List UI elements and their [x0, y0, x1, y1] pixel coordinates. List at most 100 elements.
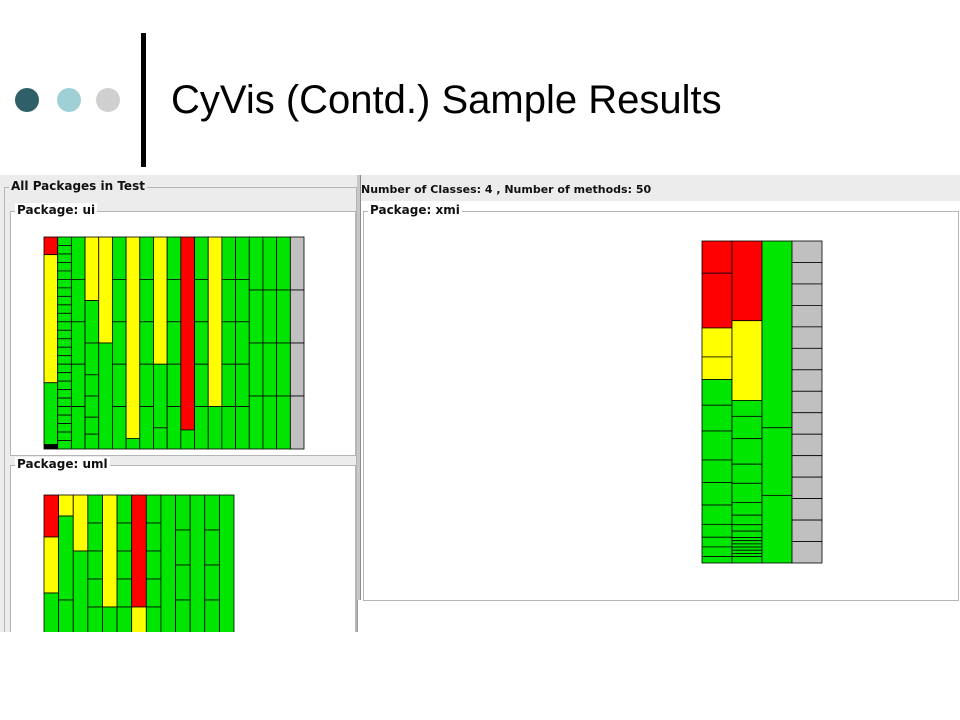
xmi-method-cell[interactable] [791, 455, 823, 478]
xmi-method-cell[interactable] [791, 498, 823, 521]
ui-method-cell[interactable] [248, 289, 264, 344]
xmi-method-cell[interactable] [731, 320, 763, 401]
ui-method-cell[interactable] [289, 395, 305, 450]
ui-method-cell[interactable] [57, 423, 72, 433]
ui-method-cell[interactable] [262, 289, 278, 344]
xmi-method-cell[interactable] [731, 240, 763, 322]
ui-method-cell[interactable] [207, 406, 223, 450]
ui-method-cell[interactable] [235, 321, 250, 365]
xmi-method-cell[interactable] [731, 514, 763, 526]
uml-method-cell[interactable] [145, 550, 162, 580]
ui-method-cell[interactable] [112, 236, 127, 280]
xmi-method-cell[interactable] [701, 379, 733, 406]
xmi-method-cell[interactable] [731, 482, 763, 503]
ui-method-cell[interactable] [57, 440, 72, 450]
xmi-method-cell[interactable] [701, 523, 733, 538]
ui-method-cell[interactable] [276, 289, 291, 344]
ui-method-cell[interactable] [57, 321, 72, 331]
ui-method-cell[interactable] [139, 321, 154, 365]
xmi-method-cell[interactable] [701, 504, 733, 525]
uml-method-cell[interactable] [87, 522, 103, 552]
ui-method-cell[interactable] [84, 416, 100, 435]
ui-method-cell[interactable] [221, 236, 236, 280]
ui-method-cell[interactable] [180, 429, 195, 450]
ui-method-cell[interactable] [57, 236, 72, 246]
xmi-method-cell[interactable] [731, 546, 763, 551]
ui-method-cell[interactable] [57, 372, 72, 382]
treemap-uml[interactable] [43, 494, 235, 632]
uml-method-cell[interactable] [204, 599, 220, 632]
ui-method-cell[interactable] [139, 279, 154, 323]
ui-method-cell[interactable] [112, 279, 127, 323]
xmi-method-cell[interactable] [731, 553, 763, 558]
uml-method-cell[interactable] [175, 599, 191, 632]
ui-method-cell[interactable] [235, 363, 250, 407]
ui-method-cell[interactable] [153, 236, 168, 365]
ui-method-cell[interactable] [84, 236, 100, 301]
ui-method-cell[interactable] [43, 236, 59, 256]
xmi-method-cell[interactable] [791, 326, 823, 349]
ui-method-cell[interactable] [57, 397, 72, 407]
treemap-ui[interactable] [43, 236, 305, 450]
xmi-method-cell[interactable] [701, 430, 733, 461]
ui-method-cell[interactable] [235, 279, 250, 323]
xmi-method-cell[interactable] [791, 476, 823, 500]
ui-method-cell[interactable] [70, 279, 86, 323]
ui-method-cell[interactable] [262, 342, 278, 397]
ui-method-cell[interactable] [153, 427, 168, 450]
uml-method-cell[interactable] [175, 529, 191, 566]
ui-method-cell[interactable] [57, 431, 72, 441]
uml-method-cell[interactable] [116, 494, 133, 524]
ui-method-cell[interactable] [84, 342, 100, 376]
xmi-method-cell[interactable] [791, 283, 823, 306]
ui-method-cell[interactable] [248, 342, 264, 397]
ui-method-cell[interactable] [221, 321, 236, 365]
xmi-method-cell[interactable] [701, 556, 733, 564]
ui-method-cell[interactable] [84, 433, 100, 450]
ui-method-cell[interactable] [153, 363, 168, 429]
split-pane-divider[interactable] [357, 175, 361, 600]
uml-method-cell[interactable] [218, 494, 235, 632]
ui-method-cell[interactable] [43, 254, 59, 384]
ui-method-cell[interactable] [221, 363, 236, 407]
ui-method-cell[interactable] [112, 406, 127, 450]
ui-method-cell[interactable] [57, 245, 72, 255]
ui-method-cell[interactable] [194, 321, 209, 365]
ui-method-cell[interactable] [112, 321, 127, 365]
ui-method-cell[interactable] [57, 253, 72, 263]
xmi-method-cell[interactable] [761, 240, 793, 429]
xmi-method-cell[interactable] [731, 463, 763, 484]
xmi-method-cell[interactable] [701, 459, 733, 483]
ui-method-cell[interactable] [221, 406, 236, 450]
uml-method-cell[interactable] [131, 494, 147, 608]
uml-method-cell[interactable] [116, 550, 133, 580]
ui-method-cell[interactable] [262, 395, 278, 450]
package-xmi-group[interactable]: Package: xmi [363, 203, 959, 601]
xmi-method-cell[interactable] [701, 546, 733, 557]
uml-method-cell[interactable] [43, 592, 60, 632]
uml-method-cell[interactable] [160, 494, 176, 632]
ui-method-cell[interactable] [112, 363, 127, 407]
uml-method-cell[interactable] [72, 550, 89, 632]
uml-method-cell[interactable] [87, 578, 103, 608]
ui-method-cell[interactable] [125, 437, 141, 450]
uml-method-cell[interactable] [116, 606, 133, 632]
xmi-method-cell[interactable] [701, 404, 733, 432]
uml-method-cell[interactable] [102, 494, 118, 608]
xmi-method-cell[interactable] [701, 240, 733, 274]
ui-method-cell[interactable] [139, 363, 154, 407]
uml-method-cell[interactable] [145, 522, 162, 552]
ui-method-cell[interactable] [207, 236, 223, 408]
xmi-method-cell[interactable] [731, 556, 763, 564]
ui-method-cell[interactable] [57, 414, 72, 424]
uml-method-cell[interactable] [102, 606, 118, 632]
xmi-method-cell[interactable] [731, 540, 763, 545]
uml-method-cell[interactable] [189, 494, 206, 632]
ui-method-cell[interactable] [84, 374, 100, 397]
xmi-method-cell[interactable] [731, 400, 763, 417]
xmi-method-cell[interactable] [731, 502, 763, 516]
ui-method-cell[interactable] [57, 389, 72, 399]
uml-method-cell[interactable] [87, 606, 103, 632]
uml-method-cell[interactable] [87, 494, 103, 524]
ui-method-cell[interactable] [262, 236, 278, 291]
